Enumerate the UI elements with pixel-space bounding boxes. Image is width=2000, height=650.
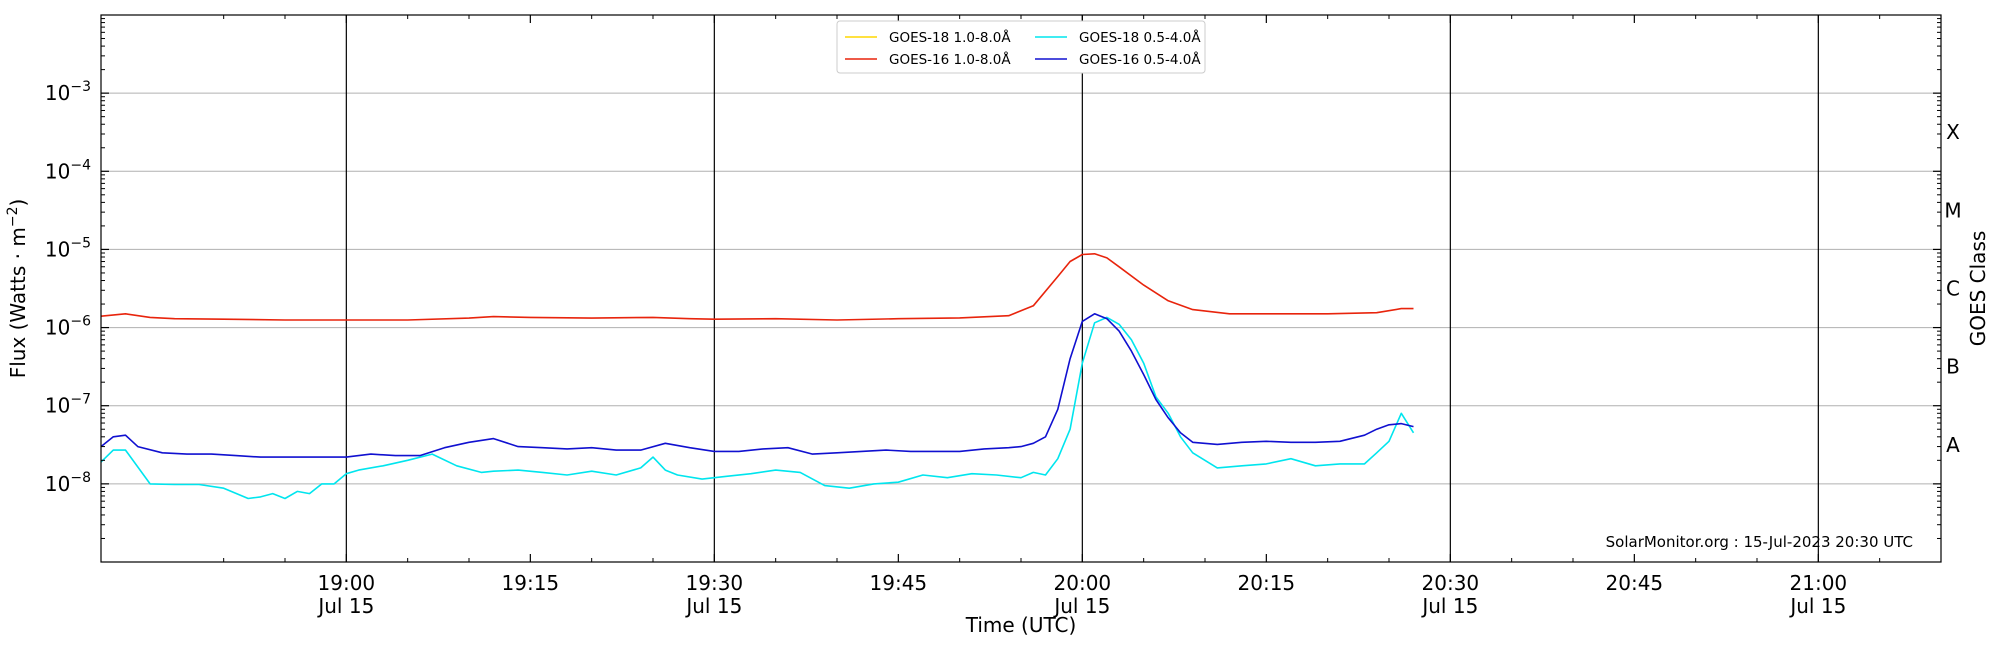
y-tick-label: 10−7 bbox=[45, 392, 91, 418]
goes-class-a: A bbox=[1946, 433, 1960, 457]
goes-class-x: X bbox=[1946, 120, 1960, 144]
series-line-1 bbox=[100, 253, 1414, 321]
goes-class-axis-title: GOES Class bbox=[1966, 231, 1990, 347]
x-axis-title: Time (UTC) bbox=[965, 613, 1077, 637]
legend: GOES-18 1.0-8.0Å GOES-16 1.0-8.0Å GOES-18 … bbox=[836, 20, 1206, 74]
x-tick-label: 19:30 bbox=[686, 571, 744, 595]
goes-class-c: C bbox=[1946, 277, 1960, 301]
series-line-3 bbox=[100, 312, 1414, 458]
x-tick-label: 20:00 bbox=[1054, 571, 1112, 595]
x-tick-label: 20:15 bbox=[1238, 571, 1296, 595]
x-tick-date-label: Jul 15 bbox=[1420, 594, 1478, 618]
y-tick-label: 10−3 bbox=[45, 79, 91, 105]
series-lines bbox=[100, 253, 1415, 500]
y-axis-title: Flux (Watts · m−2) bbox=[5, 199, 30, 379]
x-tick-date-label: Jul 15 bbox=[316, 594, 374, 618]
goes-class-b: B bbox=[1946, 355, 1960, 379]
y-tick-labels: 10−8 10−7 10−6 10−5 10−4 10−3 bbox=[45, 79, 91, 496]
goes-class-m: M bbox=[1944, 198, 1961, 222]
x-tick-label: 19:45 bbox=[870, 571, 928, 595]
x-tick-label: 20:45 bbox=[1606, 571, 1664, 595]
x-tick-label: 20:30 bbox=[1422, 571, 1480, 595]
legend-entry-0: GOES-18 1.0-8.0Å bbox=[889, 29, 1011, 46]
y-tick-label: 10−5 bbox=[45, 235, 91, 261]
axis-ticks bbox=[100, 15, 1942, 562]
x-tick-date-label: Jul 15 bbox=[684, 594, 742, 618]
legend-entry-3: GOES-16 0.5-4.0Å bbox=[1079, 51, 1201, 68]
footer-credit: SolarMonitor.org : 15-Jul-2023 20:30 UTC bbox=[1606, 533, 1913, 551]
plot-frame bbox=[100, 14, 1942, 563]
x-tick-date-label: Jul 15 bbox=[1052, 594, 1110, 618]
goes-class-labels: A B C M X bbox=[1944, 120, 1961, 457]
y-tick-label: 10−4 bbox=[45, 157, 91, 183]
y-tick-label: 10−6 bbox=[45, 314, 91, 340]
x-tick-label: 19:00 bbox=[318, 571, 376, 595]
x-tick-date-label: Jul 15 bbox=[1788, 594, 1846, 618]
grid-lines bbox=[101, 92, 1941, 485]
legend-box bbox=[836, 20, 1206, 74]
x-tick-label: 21:00 bbox=[1790, 571, 1848, 595]
legend-entry-1: GOES-16 1.0-8.0Å bbox=[889, 51, 1011, 68]
x-tick-label: 19:15 bbox=[502, 571, 560, 595]
y-tick-label: 10−8 bbox=[45, 470, 91, 496]
legend-entry-2: GOES-18 0.5-4.0Å bbox=[1079, 29, 1201, 46]
series-line-2 bbox=[100, 316, 1415, 500]
vertical-time-lines bbox=[345, 15, 1819, 562]
